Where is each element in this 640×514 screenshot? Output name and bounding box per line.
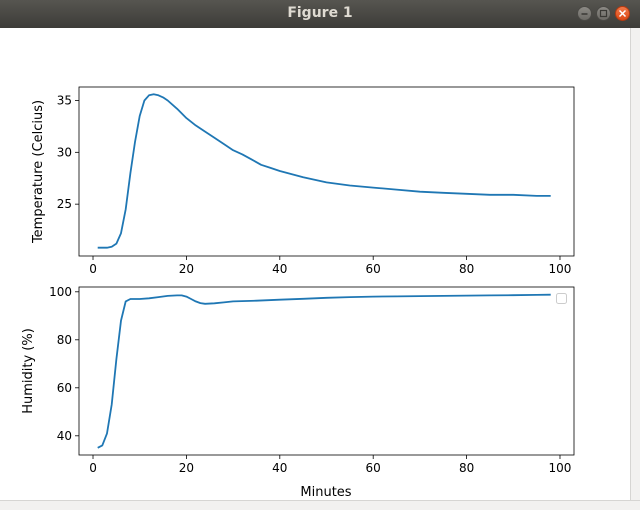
- close-button[interactable]: [615, 6, 630, 21]
- close-icon: [618, 9, 627, 18]
- temperature-xtick-label: 80: [459, 262, 474, 276]
- humidity-ytick-label: 80: [57, 333, 72, 347]
- temperature-ytick-label: 30: [57, 145, 72, 159]
- temperature-ytick-label: 35: [57, 93, 72, 107]
- humidity-ylabel: Humidity (%): [21, 328, 36, 414]
- humidity-xtick-label: 40: [272, 461, 287, 475]
- window-titlebar[interactable]: Figure 1: [0, 0, 640, 28]
- temperature-xtick-label: 20: [179, 262, 194, 276]
- humidity-series-line: [97, 293, 551, 449]
- humidity-ytick-label: 100: [49, 285, 72, 299]
- maximize-icon: [599, 9, 608, 18]
- temperature-axes: Temperature (Celcius) 0 20 40 60 80 100 25 30 35: [31, 86, 575, 276]
- humidity-xlabel: Minutes: [300, 485, 351, 500]
- humidity-ytick-label: 40: [57, 429, 72, 443]
- window-title: Figure 1: [287, 5, 353, 21]
- maximize-button[interactable]: [596, 6, 611, 21]
- minimize-icon: [581, 13, 588, 15]
- window-bottom-edge: [0, 500, 640, 510]
- temperature-ylabel: Temperature (Celcius): [31, 100, 46, 244]
- humidity-axes: Humidity (%) Minutes 0 20 40 60 80 100 40 60 80 1…: [21, 285, 575, 500]
- humidity-xtick-label: 20: [179, 461, 194, 475]
- temperature-ytick-label: 25: [57, 197, 72, 211]
- temperature-series-line: [97, 93, 551, 249]
- humidity-ytick-label: 60: [57, 381, 72, 395]
- minimize-button[interactable]: [577, 6, 592, 21]
- humidity-xtick-label: 0: [89, 461, 97, 475]
- figure-svg: Temperature (Celcius) 0 20 40 60 80 100 25 30 35…: [21, 86, 575, 500]
- temperature-xtick-label: 100: [549, 262, 572, 276]
- figure-canvas[interactable]: Temperature (Celcius) 0 20 40 60 80 100 25 30 35…: [0, 28, 640, 510]
- humidity-xtick-label: 100: [549, 461, 572, 475]
- humidity-legend: [556, 293, 567, 304]
- temperature-xtick-label: 60: [366, 262, 381, 276]
- humidity-xtick-label: 60: [366, 461, 381, 475]
- temperature-xtick-label: 0: [89, 262, 97, 276]
- window-right-edge: [630, 28, 640, 510]
- humidity-plot-frame: [78, 286, 575, 456]
- temperature-plot-frame: [78, 86, 575, 257]
- temperature-xtick-label: 40: [272, 262, 287, 276]
- humidity-xtick-label: 80: [459, 461, 474, 475]
